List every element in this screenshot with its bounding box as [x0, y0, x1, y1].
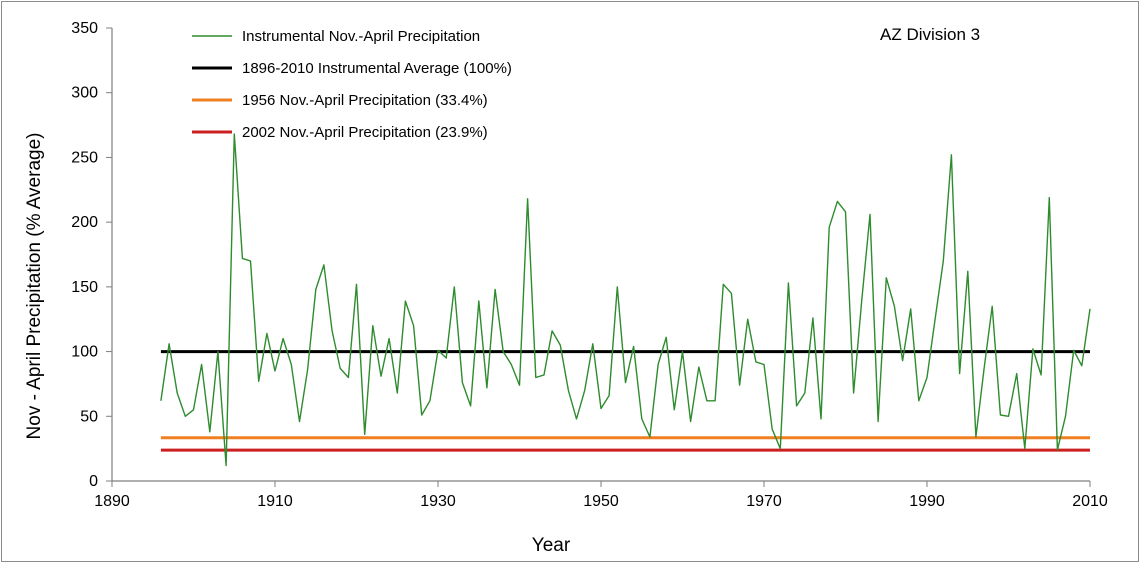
x-axis-title: Year — [532, 535, 571, 556]
axes — [106, 27, 1091, 487]
legend-label: 1956 Nov.-April Precipitation (33.4%) — [242, 92, 488, 109]
y-axis-title: Nov - April Precipitation (% Average) — [24, 133, 45, 440]
y-tick-label: 100 — [71, 344, 98, 361]
x-tick-label: 1950 — [583, 493, 619, 510]
legend-label: 2002 Nov.-April Precipitation (23.9%) — [242, 124, 488, 141]
reference-lines — [160, 350, 1090, 452]
legend: Instrumental Nov.-April Precipitation 189… — [192, 28, 512, 141]
y-tick-label: 250 — [71, 149, 98, 166]
y-tick-label: 0 — [89, 473, 98, 490]
y-tick-label: 200 — [71, 214, 98, 231]
x-tick-label: 2010 — [1072, 493, 1108, 510]
y-tick-label: 350 — [71, 20, 98, 37]
legend-label: Instrumental Nov.-April Precipitation — [242, 28, 480, 45]
x-tick-label: 1930 — [420, 493, 456, 510]
tick-labels: 0 50 100 150 200 250 300 350 1890 1910 1930 1950 197… — [71, 20, 1108, 510]
x-tick-label: 1910 — [257, 493, 293, 510]
x-tick-label: 1990 — [909, 493, 945, 510]
x-tick-label: 1890 — [94, 493, 130, 510]
chart-annotation: AZ Division 3 — [880, 25, 980, 44]
y-tick-label: 50 — [80, 408, 98, 425]
series-line-instrumental — [160, 133, 1091, 467]
series-group — [160, 133, 1091, 467]
legend-label: 1896-2010 Instrumental Average (100%) — [242, 60, 512, 77]
y-tick-label: 300 — [71, 85, 98, 102]
x-tick-label: 1970 — [746, 493, 782, 510]
y-tick-label: 150 — [71, 279, 98, 296]
